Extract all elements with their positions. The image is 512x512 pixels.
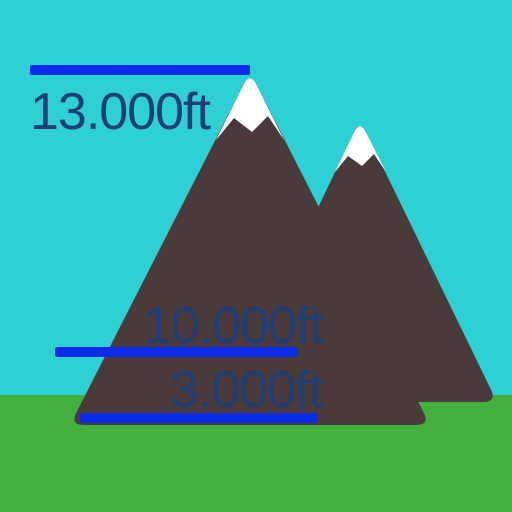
front-mountain (0, 0, 512, 512)
label-13000: 13.000ft (30, 82, 210, 142)
line-13000 (30, 65, 250, 75)
label-3000: 3.000ft (170, 360, 322, 420)
altitude-infographic: 13.000ft 10.000ft3.000ft (0, 0, 512, 512)
label-10000: 10.000ft (143, 296, 323, 356)
